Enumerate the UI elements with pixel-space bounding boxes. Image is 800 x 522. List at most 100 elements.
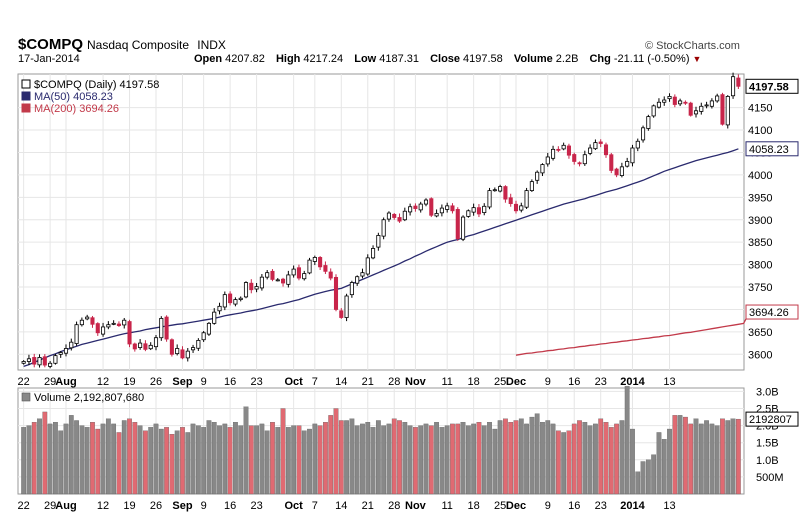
volume-bar [720,418,725,495]
price-tick-label: 3600 [748,349,772,361]
up-candle [593,142,598,150]
volume-bar [455,423,461,495]
up-candle [79,319,84,326]
up-candle [302,273,307,280]
up-candle [625,161,630,167]
up-candle [646,116,651,129]
attribution[interactable]: © StockCharts.com [645,40,740,52]
up-candle [376,235,381,248]
down-candle [683,101,688,104]
down-candle [577,162,582,165]
volume-bar [540,422,545,495]
down-candle [450,205,455,212]
up-candle [408,206,413,213]
up-candle [371,248,376,259]
volume-bar [561,432,567,495]
down-candle [32,357,37,365]
down-candle [143,343,148,350]
close-value: 4197.58 [463,53,503,65]
down-candle [323,265,328,272]
volume-bar [693,418,699,495]
volume-bar [603,422,609,495]
up-candle [191,347,196,351]
down-candle [736,77,741,87]
up-candle [402,210,407,221]
volume-legend-label: Volume 2,192,807,680 [34,392,144,404]
down-candle [132,343,137,350]
volume-bar [444,425,450,495]
high-value: 4217.24 [303,53,344,65]
volume-bar [323,422,328,495]
down-candle [270,270,275,280]
volume-bar [201,427,207,495]
volume-bar [79,425,85,495]
up-candle [588,147,593,154]
price-x-tick-label: 25 [494,376,506,388]
volume-bar [518,418,524,495]
volume-bar [164,427,169,495]
symbol: $COMPQ [18,36,84,53]
volume-bar [683,416,688,495]
up-candle [498,186,503,192]
up-candle [651,105,656,117]
legend-swatch [21,91,31,101]
volume-bar [593,423,598,495]
price-x-tick-label: 7 [312,376,318,388]
price-x-tick-label: 9 [201,376,207,388]
volume-bar [206,420,212,495]
volume-tick-label: 500M [756,472,784,484]
up-candle [439,207,444,214]
volume-bar [63,423,69,495]
volume-tick-label: 1.0B [756,455,779,467]
price-x-tick-label: Sep [172,376,192,388]
volume-bar [587,425,593,495]
volume-bar [534,413,540,495]
volume-bar [143,430,148,495]
volume-x-tick-label: Dec [506,500,526,512]
price-x-tick-label: 12 [97,376,109,388]
up-candle [360,272,365,277]
volume-bar [645,459,651,495]
volume-bar [413,427,418,495]
volume-bar [397,420,402,495]
price-x-tick-label: 28 [388,376,400,388]
up-candle [635,140,640,149]
price-tick-label: 3650 [748,327,772,339]
quote-date: 17-Jan-2014 [18,53,80,65]
volume-bar [338,420,344,495]
up-candle [715,95,720,102]
legend-label: $COMPQ (Daily) 4197.58 [34,79,159,91]
volume-x-tick-label: 2014 [620,500,645,512]
volume-bar [672,415,678,495]
volume-bar [407,425,413,495]
last-price-tag-box [745,78,799,94]
volume-bar [476,422,482,495]
price-tick-label: 3750 [748,282,772,294]
up-candle [704,104,709,107]
volume-bar [275,427,281,495]
volume-bar [524,423,529,495]
up-candle [212,311,217,324]
volume-bar [158,428,164,495]
down-candle [476,207,481,215]
volume-x-tick-label: 28 [388,500,400,512]
volume-bar [640,461,646,495]
up-candle [243,282,249,298]
last-price-tag: 4197.58 [749,81,789,93]
volume-bar [428,425,434,495]
up-candle [344,295,349,318]
legend-label: MA(200) 3694.26 [34,103,119,115]
up-candle [699,105,704,112]
volume-x-tick-label: 29 [44,500,56,512]
volume-bar [307,428,312,495]
down-candle [455,209,460,239]
up-candle [619,166,624,176]
volume-x-tick-label: 16 [224,500,236,512]
up-candle [206,322,211,335]
up-candle [233,299,238,305]
up-candle [667,96,672,100]
up-candle [217,305,222,312]
open-value: 4207.82 [225,53,265,65]
volume-bar [460,422,466,495]
